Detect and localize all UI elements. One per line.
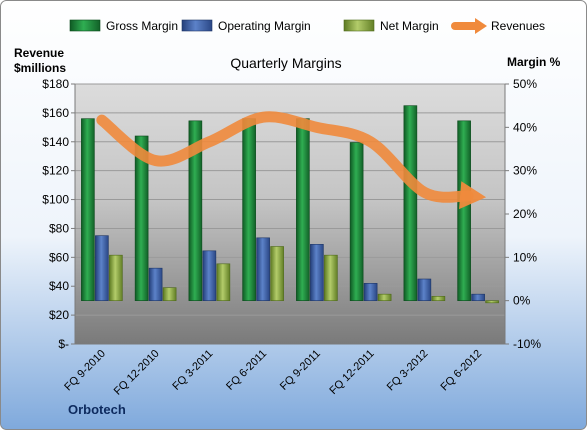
left-tick-label: $100 [42, 193, 69, 207]
net-margin-bar [377, 293, 392, 301]
left-tick-label: $20 [49, 308, 69, 322]
left-axis-title-line2: $millions [14, 61, 66, 75]
gross-margin-bar [188, 120, 203, 301]
operating-margin-legend-swatch [181, 19, 213, 32]
right-tick-label: 40% [513, 120, 537, 134]
right-tick-label: 50% [513, 77, 537, 91]
chart-title: Quarterly Margins [230, 55, 341, 71]
left-tick-label: $120 [42, 164, 69, 178]
gross-margin-legend-label: Gross Margin [106, 19, 178, 33]
left-tick-label: $80 [49, 221, 69, 235]
operating-margin-bar [202, 250, 217, 301]
gross-margin-bar [81, 118, 95, 301]
net-margin-bar [324, 254, 338, 301]
operating-margin-bar [95, 235, 109, 301]
gross-margin-bar [134, 135, 149, 301]
right-tick-label: 20% [513, 207, 537, 221]
bar-series [81, 105, 499, 304]
revenues-legend-arrow [475, 18, 487, 34]
net-margin-bar [485, 300, 499, 304]
net-margin-bar [162, 287, 177, 301]
left-tick-label: $- [58, 337, 69, 351]
gross-margin-bar [296, 118, 310, 301]
gross-margin-bar [457, 120, 471, 301]
gross-margin-bar [403, 105, 418, 301]
right-tick-label: 30% [513, 164, 537, 178]
net-margin-bar [270, 246, 284, 301]
operating-margin-bar [471, 293, 485, 301]
operating-margin-bar [417, 278, 432, 301]
right-tick-label: 0% [513, 294, 531, 308]
gross-margin-bar [242, 118, 256, 301]
left-tick-label: $180 [42, 77, 69, 91]
left-tick-label: $140 [42, 135, 69, 149]
revenues-arrowhead [459, 181, 487, 210]
line-series [96, 111, 487, 210]
net-margin-bar [431, 296, 446, 301]
source-label: Orbotech [68, 402, 126, 417]
net-margin-legend-label: Net Margin [380, 19, 439, 33]
right-axis-title: Margin % [507, 55, 561, 69]
net-margin-legend-swatch [343, 19, 375, 32]
operating-margin-bar [363, 283, 378, 301]
left-tick-label: $60 [49, 250, 69, 264]
gross-margin-bar [349, 142, 364, 301]
operating-margin-bar [310, 244, 324, 301]
left-tick-label: $40 [49, 279, 69, 293]
revenues-legend-label: Revenues [491, 19, 545, 33]
operating-margin-bar [148, 267, 163, 301]
net-margin-bar [109, 254, 123, 301]
revenues-line [96, 111, 474, 203]
right-tick-label: 10% [513, 250, 537, 264]
legend: Gross Margin Operating Margin Net Margin Re… [69, 18, 545, 34]
operating-margin-legend-label: Operating Margin [218, 19, 311, 33]
right-tick-label: -10% [513, 337, 541, 351]
left-axis-title-line1: Revenue [14, 46, 64, 60]
gross-margin-legend-swatch [69, 19, 101, 32]
net-margin-bar [216, 263, 231, 301]
operating-margin-bar [256, 237, 270, 301]
left-tick-label: $160 [42, 106, 69, 120]
